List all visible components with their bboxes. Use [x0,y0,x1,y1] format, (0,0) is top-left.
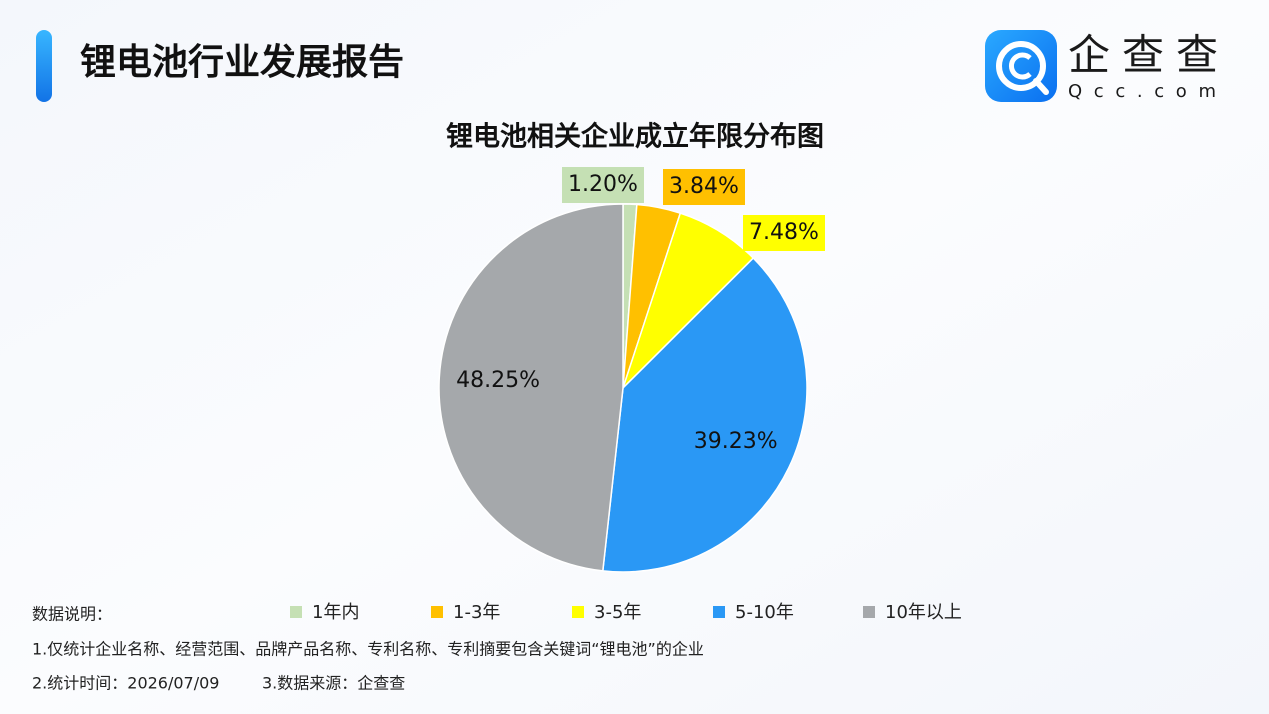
data-label: 3.84% [669,174,739,199]
logo-ring [996,41,1046,91]
legend-label: 10年以上 [885,602,962,623]
logo-tail [1033,78,1049,95]
chart-title: 锂电池相关企业成立年限分布图 [446,121,824,153]
data-label: 7.48% [749,220,819,245]
note-line: 3.数据来源：企查查 [262,674,405,693]
data-label: 39.23% [694,429,778,454]
data-label: 1.20% [568,172,638,197]
pie-slice [601,256,808,573]
legend-label: 3-5年 [594,602,641,623]
note-line: 2.统计时间：2026/07/09 [32,674,220,693]
report-title: 锂电池行业发展报告 [80,42,404,83]
label-box [743,215,825,251]
pie-slice [438,203,624,572]
legend-marker [290,606,302,618]
brand-name: 企查查 [1068,31,1218,80]
label-box [663,169,745,205]
accent-bar [36,30,52,102]
logo-c [1009,52,1032,80]
logo [985,30,1057,102]
data-label: 48.25% [456,368,540,393]
notes-heading: 数据说明： [32,605,112,624]
legend-marker [431,606,443,618]
legend-marker [572,606,584,618]
legend-label: 1年内 [312,602,359,623]
legend-marker [713,606,725,618]
legend-marker [863,606,875,618]
note-line: 1.仅统计企业名称、经营范围、品牌产品名称、专利名称、专利摘要包含关键词“锂电池… [32,640,704,659]
legend-label: 5-10年 [735,602,794,623]
label-box [562,167,644,203]
legend-label: 1-3年 [453,602,500,623]
